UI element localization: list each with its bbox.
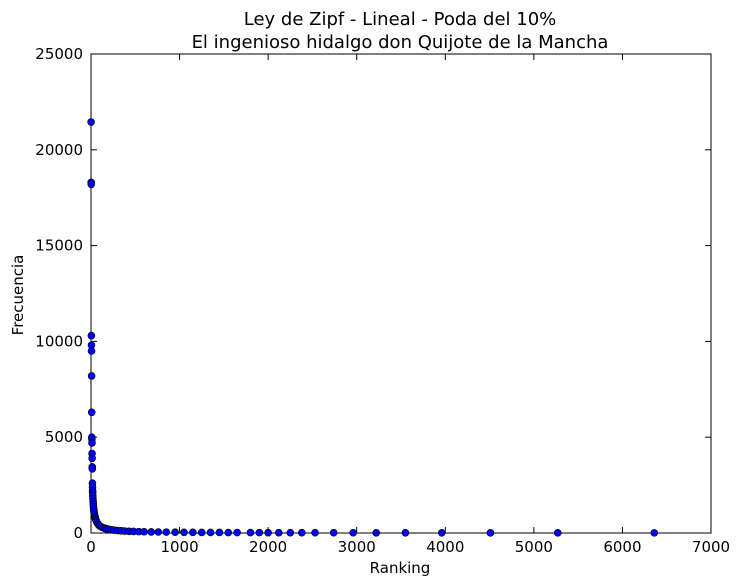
data-point [87, 180, 96, 189]
data-point [140, 527, 148, 536]
data-point [311, 528, 319, 537]
data-point [147, 528, 156, 536]
data-point [329, 528, 338, 537]
plot-area: 0 1000 2000 3000 4000 5000 6000 7000 0 5000 10000 1… [35, 45, 730, 556]
y-axis-title: Frecuencia [9, 255, 27, 336]
data-point [233, 528, 241, 537]
data-point [553, 529, 562, 537]
data-point [255, 528, 264, 537]
x-tick-label: 3000 [338, 538, 376, 556]
y-tick-label: 10000 [35, 332, 83, 350]
data-point [401, 528, 410, 537]
y-tick-label: 5000 [45, 428, 83, 446]
data-point [87, 118, 95, 126]
data-point [274, 528, 283, 537]
data-point [189, 528, 197, 537]
data-point [197, 528, 206, 537]
chart-subtitle: El ingenioso hidalgo don Quijote de la M… [192, 32, 609, 53]
data-point [87, 408, 96, 417]
data-point [437, 529, 446, 537]
y-tick-label: 25000 [35, 45, 83, 63]
x-tick-label: 2000 [249, 538, 287, 556]
data-point [206, 528, 215, 537]
data-point [372, 528, 381, 537]
chart-title: Ley de Zipf - Lineal - Poda del 10% [244, 9, 557, 30]
data-point [171, 528, 179, 537]
data-point [162, 528, 171, 536]
data-point [180, 528, 188, 537]
y-tick-label: 20000 [35, 141, 83, 159]
data-point [88, 439, 96, 447]
plot-frame [90, 53, 712, 534]
data-point [87, 347, 96, 355]
data-point [215, 528, 224, 537]
y-tick-label: 15000 [35, 237, 83, 255]
data-point [349, 528, 357, 537]
data-point [246, 528, 255, 537]
data-point [297, 528, 306, 537]
x-axis-title: Ranking [370, 559, 431, 577]
data-point [87, 331, 96, 340]
data-point [286, 528, 295, 537]
data-point [87, 372, 96, 380]
data-point [88, 465, 97, 473]
x-tick-label: 6000 [603, 538, 641, 556]
x-tick-label: 7000 [692, 538, 730, 556]
x-tick-label: 5000 [515, 538, 553, 556]
x-tick-label: 1000 [160, 538, 198, 556]
x-tick-label: 0 [86, 538, 96, 556]
data-point [154, 528, 163, 536]
data-point [650, 529, 659, 537]
data-point [88, 454, 96, 463]
data-point [224, 528, 233, 537]
x-tick-label: 4000 [426, 538, 464, 556]
data-point [486, 529, 495, 537]
y-tick-label: 0 [73, 524, 83, 542]
